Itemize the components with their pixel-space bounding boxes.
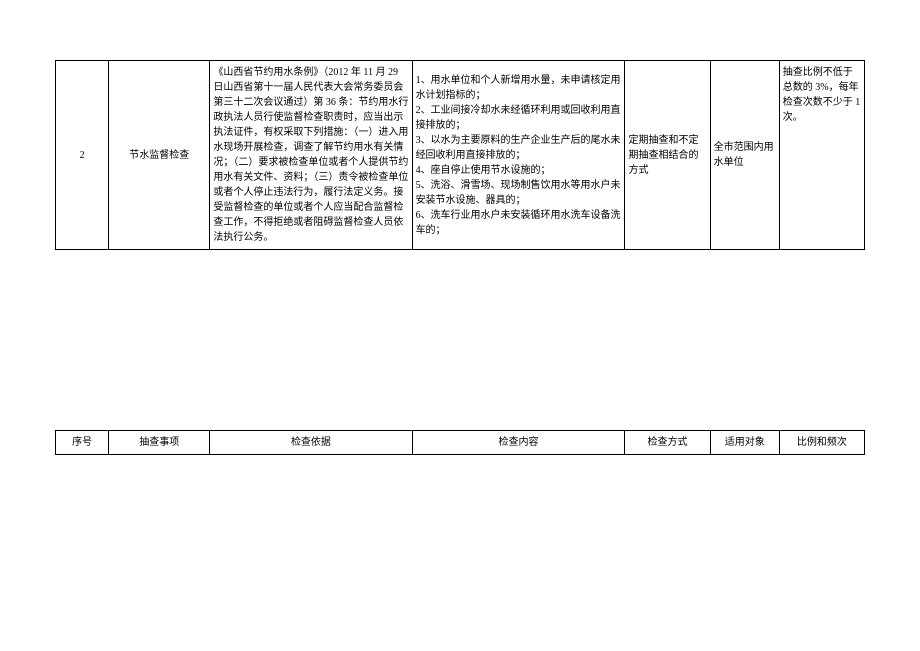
header-content: 检查内容	[412, 431, 625, 455]
header-table: 序号 抽查事项 检查依据 检查内容 检查方式 适用对象 比例和频次	[55, 430, 865, 455]
header-target: 适用对象	[710, 431, 779, 455]
cell-content: 1、用水单位和个人新增用水量，未申请核定用水计划指标的；2、工业间接冷却水未经循…	[412, 61, 625, 250]
main-data-table: 2 节水监督检查 《山西省节约用水条例》（2012 年 11 月 29 日山西省…	[55, 60, 865, 250]
cell-num: 2	[56, 61, 109, 250]
header-basis: 检查依据	[210, 431, 412, 455]
cell-method: 定期抽查和不定期抽查相结合的方式	[625, 61, 710, 250]
header-row: 序号 抽查事项 检查依据 检查内容 检查方式 适用对象 比例和频次	[56, 431, 865, 455]
cell-item: 节水监督检查	[109, 61, 210, 250]
table-row: 2 节水监督检查 《山西省节约用水条例》（2012 年 11 月 29 日山西省…	[56, 61, 865, 250]
header-num: 序号	[56, 431, 109, 455]
cell-basis: 《山西省节约用水条例》（2012 年 11 月 29 日山西省第十一届人民代表大…	[210, 61, 412, 250]
cell-target: 全市范围内用水单位	[710, 61, 779, 250]
cell-freq: 抽查比例不低于总数的 3%，每年检查次数不少于 1 次。	[779, 61, 864, 250]
header-freq: 比例和频次	[779, 431, 864, 455]
header-item: 抽查事项	[109, 431, 210, 455]
header-method: 检查方式	[625, 431, 710, 455]
